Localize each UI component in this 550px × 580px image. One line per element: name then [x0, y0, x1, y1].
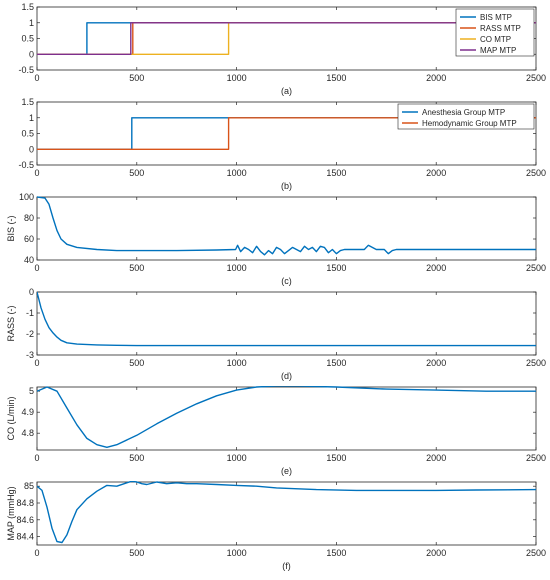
legend-label: Hemodynamic Group MTP	[422, 119, 517, 128]
x-tick-label: 2500	[526, 548, 546, 558]
x-tick-label: 1500	[326, 168, 346, 178]
y-axis-label: RASS (-)	[6, 305, 16, 341]
panel-caption: (f)	[282, 561, 291, 571]
plot-area	[36, 481, 537, 546]
x-tick-label: 1000	[227, 168, 247, 178]
y-tick-label: 84.6	[16, 515, 34, 525]
y-tick-label: 4.9	[21, 407, 34, 417]
y-tick-label: 60	[24, 234, 34, 244]
x-tick-label: 2500	[526, 358, 546, 368]
chart-panel-4: 0 500 1000 1500 2000 2500 -3 -2 -1 0 RASS (-) (d)	[6, 287, 546, 381]
x-tick-label: 1000	[227, 358, 247, 368]
series-line-1	[37, 291, 536, 347]
series-line-1	[37, 196, 536, 256]
panel-caption: (a)	[281, 86, 292, 96]
x-tick-label: 1000	[227, 548, 247, 558]
series-line-map-mtp	[37, 22, 536, 55]
plot-area	[36, 291, 537, 356]
x-tick-label: 500	[129, 548, 144, 558]
x-tick-label: 2000	[426, 168, 446, 178]
y-tick-label: 1	[29, 113, 34, 123]
panel-caption: (e)	[281, 466, 292, 476]
plot-area	[36, 386, 537, 451]
x-tick-label: 500	[129, 73, 144, 83]
x-tick-label: 0	[34, 73, 39, 83]
y-tick-label: 1.5	[21, 97, 34, 107]
y-tick-label: 1.5	[21, 2, 34, 12]
x-tick-label: 500	[129, 263, 144, 273]
series-line-1	[37, 481, 536, 544]
legend: Anesthesia Group MTP Hemodynamic Group MT…	[397, 103, 535, 130]
legend-label: CO MTP	[480, 35, 511, 44]
chart-panel-6: 0 500 1000 1500 2000 2500 84.4 84.6 84.8 85 MAP (m…	[6, 481, 546, 571]
y-tick-label: 80	[24, 213, 34, 223]
series-line-hemodynamic-group-mtp	[37, 117, 536, 151]
y-tick-label: 4.8	[21, 428, 34, 438]
x-tick-label: 1500	[326, 548, 346, 558]
y-tick-label: 0	[29, 144, 34, 154]
x-tick-label: 1500	[326, 358, 346, 368]
x-tick-label: 1500	[326, 73, 346, 83]
y-tick-label: 0	[29, 49, 34, 59]
legend: BIS MTP RASS MTP CO MTP MAP MTP	[455, 8, 535, 57]
y-tick-label: -0.5	[18, 65, 34, 75]
x-tick-label: 1000	[227, 263, 247, 273]
plot-area	[36, 6, 537, 71]
legend-label: Anesthesia Group MTP	[422, 108, 505, 117]
y-tick-label: 40	[24, 255, 34, 265]
y-tick-label: -3	[26, 350, 34, 360]
y-tick-label: 84.8	[16, 498, 34, 508]
x-tick-label: 2500	[526, 263, 546, 273]
legend-box	[397, 103, 535, 130]
y-tick-label: 84.4	[16, 532, 34, 542]
x-tick-label: 1500	[326, 453, 346, 463]
legend-label: BIS MTP	[480, 13, 512, 22]
x-tick-label: 2000	[426, 358, 446, 368]
y-tick-label: 85	[24, 481, 34, 491]
x-tick-label: 2000	[426, 73, 446, 83]
x-tick-label: 0	[34, 263, 39, 273]
y-tick-label: 0.5	[21, 129, 34, 139]
y-tick-label: -0.5	[18, 160, 34, 170]
x-tick-label: 0	[34, 168, 39, 178]
y-tick-label: 5	[29, 386, 34, 396]
x-tick-label: 2000	[426, 548, 446, 558]
y-tick-label: -2	[26, 329, 34, 339]
x-tick-label: 1000	[227, 453, 247, 463]
chart-panel-5: 0 500 1000 1500 2000 2500 4.8 4.9 5 CO (L/min) (e)	[6, 386, 546, 476]
chart-panel-2: 0 500 1000 1500 2000 2500-0.500.511.5Anesthes…	[18, 97, 546, 191]
y-tick-label: 0	[29, 287, 34, 297]
panel-caption: (d)	[281, 371, 292, 381]
legend-label: MAP MTP	[480, 46, 516, 55]
y-tick-label: -1	[26, 308, 34, 318]
x-tick-label: 0	[34, 548, 39, 558]
panel-caption: (b)	[281, 181, 292, 191]
y-tick-label: 100	[19, 192, 34, 202]
x-tick-label: 500	[129, 453, 144, 463]
x-tick-label: 2500	[526, 73, 546, 83]
legend-label: RASS MTP	[480, 24, 521, 33]
y-axis-label: BIS (-)	[6, 215, 16, 241]
x-tick-label: 2500	[526, 168, 546, 178]
y-axis-label: CO (L/min)	[6, 396, 16, 440]
x-tick-label: 0	[34, 358, 39, 368]
x-tick-label: 500	[129, 358, 144, 368]
x-tick-label: 2500	[526, 453, 546, 463]
chart-panel-3: 0 500 1000 1500 2000 2500 40 60 80 100 BIS (-) (c)	[6, 192, 546, 286]
x-tick-label: 1000	[227, 73, 247, 83]
x-tick-label: 2000	[426, 263, 446, 273]
series-line-1	[37, 386, 536, 448]
y-tick-label: 1	[29, 18, 34, 28]
x-tick-label: 500	[129, 168, 144, 178]
x-tick-label: 0	[34, 453, 39, 463]
x-tick-label: 1500	[326, 263, 346, 273]
y-axis-label: MAP (mmHg)	[6, 486, 16, 540]
x-tick-label: 2000	[426, 453, 446, 463]
panel-caption: (c)	[281, 276, 292, 286]
y-tick-label: 0.5	[21, 34, 34, 44]
